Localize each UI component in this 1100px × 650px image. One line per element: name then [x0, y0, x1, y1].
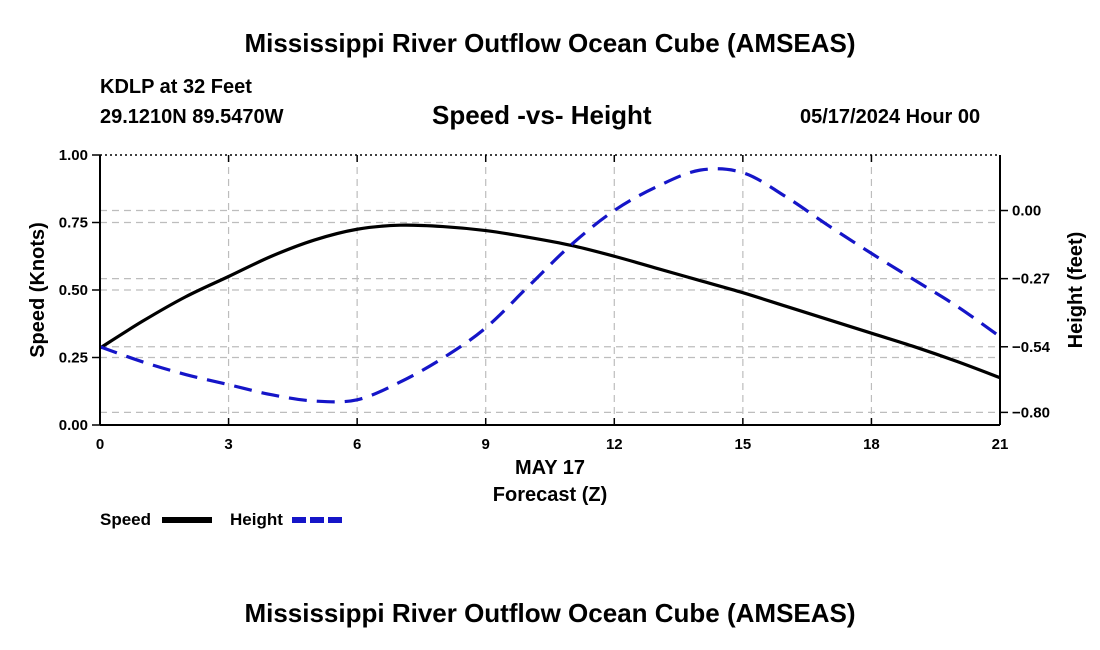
- x-tick-label: 12: [606, 436, 623, 453]
- station-label: KDLP at 32 Feet: [100, 76, 252, 98]
- chart-subtitle: Speed -vs- Height: [432, 100, 652, 130]
- x-tick-label: 21: [992, 436, 1009, 453]
- y-tick-label: 0.75: [59, 215, 88, 232]
- y-tick-label: 1.00: [59, 147, 88, 164]
- y-tick-label: 0.00: [59, 417, 88, 434]
- x-tick-label: 9: [482, 436, 490, 453]
- x-tick-label: 18: [863, 436, 880, 453]
- series-lines: [99, 167, 1001, 404]
- coordinates-label: 29.1210N 89.5470W: [100, 106, 284, 128]
- y2-axis-title: Height (feet): [1065, 232, 1087, 349]
- y2-tick-label: 0.00: [1012, 203, 1041, 220]
- legend: Speed Height: [100, 510, 342, 529]
- x-tick-label: 3: [224, 436, 232, 453]
- chart-title-top: Mississippi River Outflow Ocean Cube (AM…: [244, 28, 856, 58]
- y-tick-label: 0.25: [59, 350, 88, 367]
- grid-lines: [100, 155, 1000, 425]
- y-axis-title: Speed (Knots): [27, 222, 49, 358]
- x-axis-title: Forecast (Z): [493, 484, 607, 506]
- forecast-datetime: 05/17/2024 Hour 00: [800, 106, 981, 128]
- x-date-label: MAY 17: [515, 457, 585, 479]
- series-line-height: [99, 167, 1001, 404]
- y-tick-label: 0.50: [59, 282, 88, 299]
- x-tick-label: 15: [735, 436, 752, 453]
- y2-tick-label: −0.80: [1012, 404, 1050, 421]
- legend-label-speed: Speed: [100, 510, 151, 529]
- y2-tick-label: −0.27: [1012, 271, 1050, 288]
- series-line-speed: [99, 223, 1001, 380]
- x-tick-label: 0: [96, 436, 104, 453]
- legend-label-height: Height: [230, 510, 283, 529]
- chart-title-bottom: Mississippi River Outflow Ocean Cube (AM…: [244, 598, 856, 628]
- axes: [92, 154, 1008, 426]
- tick-labels: 0 3 6 9 12 15 18 21 0.00 0.25 0.50 0.75 1.00 −0.80 −0.…: [59, 147, 1051, 453]
- x-tick-label: 6: [353, 436, 361, 453]
- y2-tick-label: −0.54: [1012, 339, 1051, 356]
